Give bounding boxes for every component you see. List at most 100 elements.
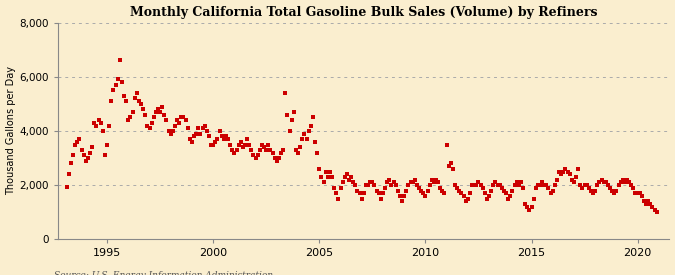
Point	[431, 178, 441, 182]
Point	[382, 180, 393, 185]
Point	[471, 183, 482, 187]
Point	[112, 77, 123, 82]
Point	[379, 186, 390, 190]
Point	[206, 142, 217, 147]
Point	[316, 175, 327, 179]
Point	[212, 137, 223, 141]
Point	[392, 188, 403, 193]
Text: Source: U.S. Energy Information Administration: Source: U.S. Energy Information Administ…	[54, 271, 273, 275]
Point	[204, 134, 215, 139]
Point	[84, 150, 95, 155]
Point	[342, 172, 352, 177]
Point	[80, 159, 91, 163]
Point	[286, 118, 297, 122]
Point	[290, 148, 301, 152]
Point	[433, 180, 443, 185]
Point	[450, 183, 460, 187]
Point	[121, 99, 132, 103]
Point	[496, 186, 507, 190]
Point	[193, 126, 204, 130]
Point	[454, 188, 465, 193]
Point	[195, 131, 206, 136]
Point	[390, 183, 401, 187]
Point	[146, 121, 157, 125]
Point	[114, 58, 125, 63]
Point	[384, 178, 395, 182]
Point	[176, 115, 187, 120]
Point	[244, 142, 254, 147]
Point	[570, 175, 581, 179]
Point	[520, 202, 531, 206]
Point	[254, 148, 265, 152]
Point	[575, 183, 586, 187]
Point	[435, 186, 446, 190]
Point	[386, 183, 397, 187]
Point	[119, 94, 130, 98]
Point	[464, 191, 475, 196]
Point	[477, 186, 488, 190]
Point	[76, 148, 87, 152]
Point	[615, 180, 626, 185]
Point	[588, 191, 599, 196]
Point	[605, 186, 616, 190]
Point	[104, 123, 115, 128]
Point	[259, 145, 269, 149]
Point	[596, 178, 607, 182]
Point	[127, 110, 138, 114]
Point	[180, 118, 191, 122]
Point	[462, 197, 473, 201]
Point	[293, 150, 304, 155]
Point	[537, 180, 547, 185]
Point	[144, 126, 155, 130]
Point	[63, 172, 74, 177]
Point	[89, 121, 100, 125]
Point	[549, 183, 560, 187]
Point	[456, 191, 467, 196]
Point	[469, 183, 480, 187]
Point	[301, 137, 312, 141]
Point	[505, 194, 516, 198]
Point	[267, 150, 278, 155]
Point	[647, 205, 658, 209]
Point	[338, 180, 348, 185]
Point	[263, 142, 274, 147]
Point	[373, 191, 384, 196]
Point	[157, 104, 167, 109]
Point	[221, 134, 232, 139]
Point	[566, 178, 577, 182]
Point	[499, 188, 510, 193]
Point	[234, 142, 244, 147]
Point	[333, 197, 344, 201]
Point	[329, 186, 340, 190]
Point	[236, 140, 246, 144]
Point	[174, 121, 185, 125]
Point	[99, 153, 110, 158]
Point	[564, 172, 575, 177]
Point	[427, 178, 437, 182]
Point	[371, 188, 382, 193]
Point	[452, 186, 462, 190]
Point	[539, 183, 549, 187]
Point	[529, 197, 539, 201]
Point	[590, 188, 601, 193]
Point	[494, 183, 505, 187]
Point	[210, 140, 221, 144]
Point	[153, 107, 163, 111]
Point	[488, 183, 499, 187]
Point	[65, 161, 76, 166]
Point	[231, 148, 242, 152]
Point	[216, 134, 227, 139]
Point	[134, 99, 144, 103]
Point	[634, 191, 645, 196]
Point	[288, 110, 299, 114]
Point	[543, 186, 554, 190]
Point	[227, 148, 238, 152]
Point	[405, 180, 416, 185]
Point	[186, 140, 197, 144]
Point	[486, 188, 497, 193]
Point	[577, 186, 588, 190]
Point	[628, 186, 639, 190]
Point	[481, 197, 492, 201]
Point	[197, 126, 208, 130]
Point	[492, 183, 503, 187]
